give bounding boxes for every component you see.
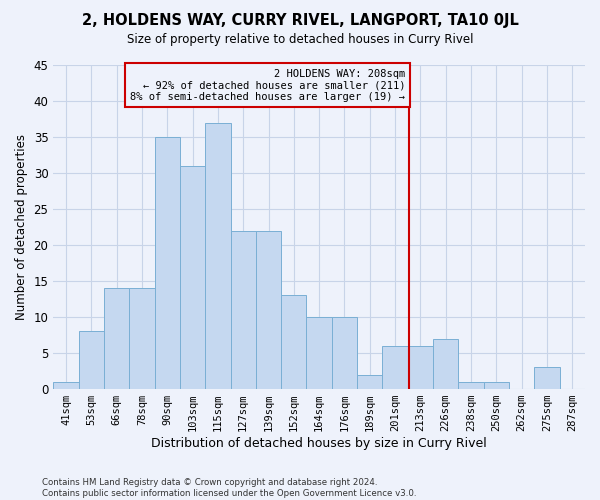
Bar [535,368,560,389]
Bar [458,382,484,389]
Text: Contains HM Land Registry data © Crown copyright and database right 2024.
Contai: Contains HM Land Registry data © Crown c… [42,478,416,498]
Bar [129,288,155,389]
Bar [484,382,509,389]
Bar [53,382,79,389]
Y-axis label: Number of detached properties: Number of detached properties [15,134,28,320]
Bar [79,332,104,389]
Bar [205,122,230,389]
Bar [155,137,180,389]
Bar [357,374,382,389]
Bar [104,288,129,389]
Bar [433,338,458,389]
Bar [307,317,332,389]
Bar [180,166,205,389]
Text: 2, HOLDENS WAY, CURRY RIVEL, LANGPORT, TA10 0JL: 2, HOLDENS WAY, CURRY RIVEL, LANGPORT, T… [82,12,518,28]
Text: 2 HOLDENS WAY: 208sqm
← 92% of detached houses are smaller (211)
8% of semi-deta: 2 HOLDENS WAY: 208sqm ← 92% of detached … [130,68,405,102]
Bar [281,296,307,389]
Text: Size of property relative to detached houses in Curry Rivel: Size of property relative to detached ho… [127,32,473,46]
Bar [332,317,357,389]
X-axis label: Distribution of detached houses by size in Curry Rivel: Distribution of detached houses by size … [151,437,487,450]
Bar [256,230,281,389]
Bar [382,346,408,389]
Bar [408,346,433,389]
Bar [230,230,256,389]
